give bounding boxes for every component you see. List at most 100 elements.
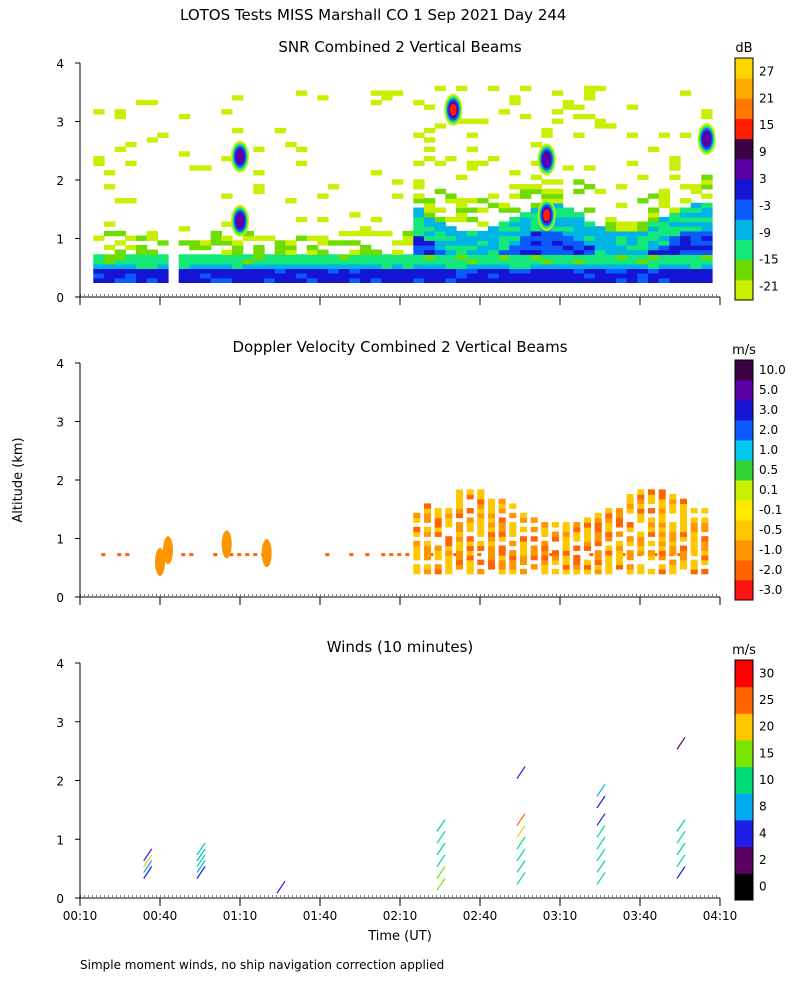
snr-cell — [328, 259, 340, 265]
doppler-cell — [584, 536, 591, 542]
doppler-cell — [477, 553, 482, 557]
doppler-cell — [616, 540, 623, 547]
doppler-cell — [466, 494, 474, 500]
snr-cell — [114, 249, 126, 255]
doppler-cell — [488, 564, 495, 570]
snr-cell — [562, 235, 574, 241]
snr-cell — [530, 202, 542, 209]
snr-cell — [701, 268, 713, 274]
snr-cell — [541, 188, 553, 195]
snr-cell — [616, 249, 628, 255]
snr-cell — [530, 235, 542, 241]
snr-colorbar-swatch — [735, 138, 753, 160]
doppler-cell — [445, 508, 453, 514]
wind-barb — [143, 848, 153, 862]
snr-cell — [477, 249, 489, 255]
snr-cell — [424, 268, 436, 274]
snr-cell — [445, 263, 457, 269]
doppler-cell — [605, 517, 613, 523]
doppler-cell — [498, 568, 506, 575]
snr-cell — [616, 202, 628, 209]
wind-barb — [196, 854, 206, 868]
snr-y-tick-label: 3 — [56, 116, 64, 130]
snr-cell — [221, 193, 233, 199]
snr-cell — [584, 226, 596, 232]
doppler-cell — [690, 559, 698, 565]
doppler-cell — [520, 545, 527, 551]
snr-cell — [434, 268, 446, 274]
snr-cell — [445, 254, 457, 260]
doppler-cell — [509, 559, 517, 565]
snr-cell — [296, 160, 308, 166]
snr-cell — [445, 226, 457, 232]
snr-cell — [381, 254, 393, 260]
snr-cell — [562, 226, 574, 232]
snr-cell — [658, 259, 670, 265]
doppler-cell — [325, 553, 330, 557]
doppler-y-tick-label: 4 — [56, 357, 64, 371]
snr-cell — [648, 268, 660, 274]
snr-cell — [552, 221, 564, 227]
winds-colorbar-swatch — [735, 793, 753, 821]
doppler-cell — [690, 550, 698, 556]
snr-cell — [498, 273, 510, 279]
doppler-cell — [648, 568, 655, 575]
snr-cell — [434, 216, 446, 223]
snr-echo — [541, 151, 552, 168]
doppler-cell — [541, 564, 549, 570]
doppler-blob — [155, 547, 165, 576]
doppler-blob — [163, 536, 173, 565]
snr-cell — [242, 235, 254, 241]
snr-cell — [114, 277, 126, 283]
doppler-cell — [690, 568, 698, 575]
snr-cell — [477, 263, 489, 269]
snr-cell — [520, 230, 532, 237]
snr-cell — [498, 235, 510, 241]
doppler-cell — [648, 531, 655, 537]
snr-cell — [402, 259, 414, 265]
snr-cell — [658, 277, 670, 283]
snr-cell — [658, 221, 670, 227]
doppler-cell — [445, 554, 453, 561]
snr-cell — [136, 254, 148, 260]
snr-cell — [360, 226, 372, 232]
doppler-cell — [488, 512, 495, 519]
snr-cell — [541, 179, 553, 185]
snr-cell — [370, 277, 382, 283]
doppler-cell — [637, 517, 645, 523]
snr-colorbar-tick: 9 — [759, 145, 767, 159]
wind-barb — [596, 860, 606, 873]
doppler-cell — [637, 531, 645, 537]
snr-cell — [520, 188, 532, 195]
snr-cell — [626, 235, 638, 241]
snr-cell — [317, 95, 329, 101]
doppler-cell — [594, 540, 602, 547]
doppler-cell — [669, 494, 677, 500]
snr-cell — [178, 226, 190, 232]
snr-cell — [498, 244, 510, 251]
doppler-cell — [181, 553, 186, 557]
doppler-cell — [616, 508, 623, 514]
doppler-cell — [637, 568, 645, 575]
snr-colorbar-tick: 27 — [759, 64, 774, 78]
doppler-cell — [626, 536, 634, 542]
x-tick-label: 02:40 — [463, 909, 498, 923]
snr-cell — [253, 184, 265, 190]
snr-cell — [445, 235, 457, 241]
snr-cell — [146, 235, 158, 241]
snr-cell — [402, 263, 414, 269]
doppler-cell — [498, 564, 506, 570]
doppler-cell — [498, 498, 506, 505]
snr-cell — [669, 216, 681, 223]
snr-cell — [424, 244, 436, 251]
winds-colorbar-swatch — [735, 686, 753, 714]
doppler-cell — [701, 550, 709, 556]
snr-cell — [626, 226, 638, 232]
snr-cell — [584, 263, 596, 269]
snr-cell — [605, 249, 617, 255]
snr-cell — [381, 277, 393, 283]
snr-cell — [573, 113, 585, 120]
doppler-cell — [445, 512, 453, 519]
doppler-cell — [424, 512, 431, 519]
wind-barb — [596, 872, 606, 885]
